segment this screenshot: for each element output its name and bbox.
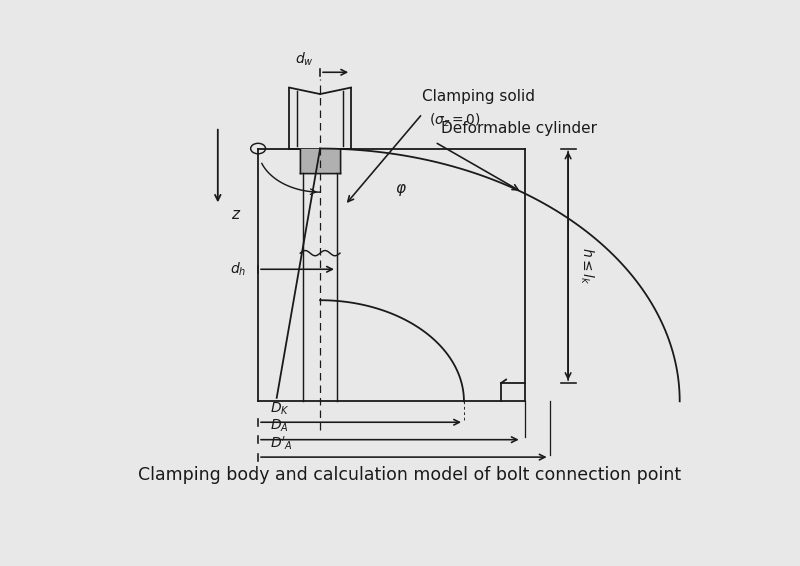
Text: $d_w$: $d_w$ [295, 50, 314, 68]
Text: ($\sigma_z = 0$): ($\sigma_z = 0$) [429, 112, 480, 129]
Text: Clamping body and calculation model of bolt connection point: Clamping body and calculation model of b… [138, 466, 682, 484]
Text: $h \leq l_k$: $h \leq l_k$ [578, 247, 595, 285]
Polygon shape [300, 148, 340, 173]
Text: $D_K$: $D_K$ [270, 401, 290, 417]
Text: $D_A$: $D_A$ [270, 418, 289, 435]
Text: $D'_A$: $D'_A$ [270, 434, 294, 452]
Text: Deformable cylinder: Deformable cylinder [441, 122, 597, 136]
Text: Clamping solid: Clamping solid [422, 89, 535, 104]
Text: $\varphi$: $\varphi$ [394, 182, 406, 198]
Text: $d_h$: $d_h$ [230, 260, 246, 278]
Text: z: z [231, 207, 239, 222]
